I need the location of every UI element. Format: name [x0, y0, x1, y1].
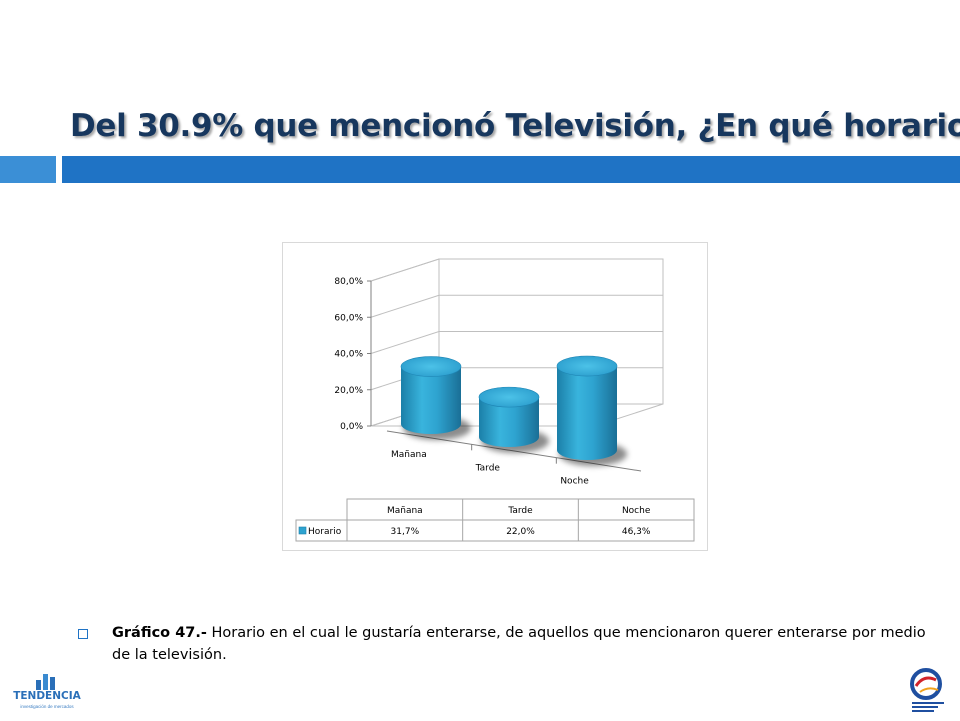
table-header-cell: Tarde	[507, 506, 533, 516]
bar-body	[479, 397, 539, 447]
title-underline-bar	[62, 156, 960, 183]
slide-title: Del 30.9% que mencionó Televisión, ¿En q…	[70, 108, 960, 144]
bar-cylinder	[478, 386, 549, 453]
bar-top	[400, 356, 462, 377]
caption-label: Gráfico 47.-	[112, 625, 207, 641]
accent-block	[0, 156, 56, 183]
chart-frame: 0,0% 20,0% 40,0% 60,0% 80,0% Mañana Tarde Noche…	[282, 242, 708, 551]
table-header-cell: Mañana	[387, 506, 423, 516]
table-value-cell: 46,3%	[622, 527, 651, 537]
y-tick-label: 40,0%	[334, 350, 363, 360]
bar-body	[401, 366, 461, 434]
tendencia-logo-tagline: investigación de mercados	[20, 704, 74, 709]
caption-text: Horario en el cual le gustaría enterarse…	[112, 625, 926, 663]
gridline	[370, 294, 663, 318]
bar-top	[478, 386, 540, 408]
x-tick-label: Mañana	[391, 450, 427, 460]
bar-top	[556, 355, 618, 377]
gridline	[370, 258, 663, 282]
bar-body	[557, 366, 617, 460]
legend-swatch	[298, 526, 307, 535]
x-tick-label: Noche	[560, 477, 589, 487]
quito-turismo-emblem-icon	[904, 664, 952, 716]
y-tick-label: 0,0%	[340, 422, 363, 432]
tendencia-logo: TENDENCIA investigación de mercados	[6, 666, 88, 718]
tendencia-logo-name: TENDENCIA	[13, 690, 81, 702]
chart-marks	[400, 355, 627, 466]
caption-bullet-icon	[78, 629, 88, 639]
table-value-cell: 22,0%	[506, 527, 535, 537]
x-tick-label: Tarde	[475, 463, 501, 473]
building-bars-icon	[36, 674, 55, 690]
gridline	[370, 331, 663, 354]
table-header-cell: Noche	[622, 506, 651, 516]
y-tick-label: 80,0%	[334, 277, 363, 287]
figure-caption: Gráfico 47.- Horario en el cual le gusta…	[112, 622, 942, 666]
bar-cylinder	[400, 356, 471, 440]
y-tick-label: 60,0%	[334, 313, 363, 323]
y-tick-label: 20,0%	[334, 386, 363, 396]
table-series-name: Horario	[308, 527, 342, 537]
quito-turismo-logo	[904, 664, 952, 716]
chart-svg: 0,0% 20,0% 40,0% 60,0% 80,0% Mañana Tarde Noche…	[295, 258, 695, 542]
table-value-cell: 31,7%	[391, 527, 420, 537]
chart-data-table: Mañana Tarde Noche Horario 31,7% 22,0% 46,3%	[295, 498, 695, 542]
table-data-row	[295, 519, 695, 542]
bar-cylinder	[556, 355, 627, 466]
